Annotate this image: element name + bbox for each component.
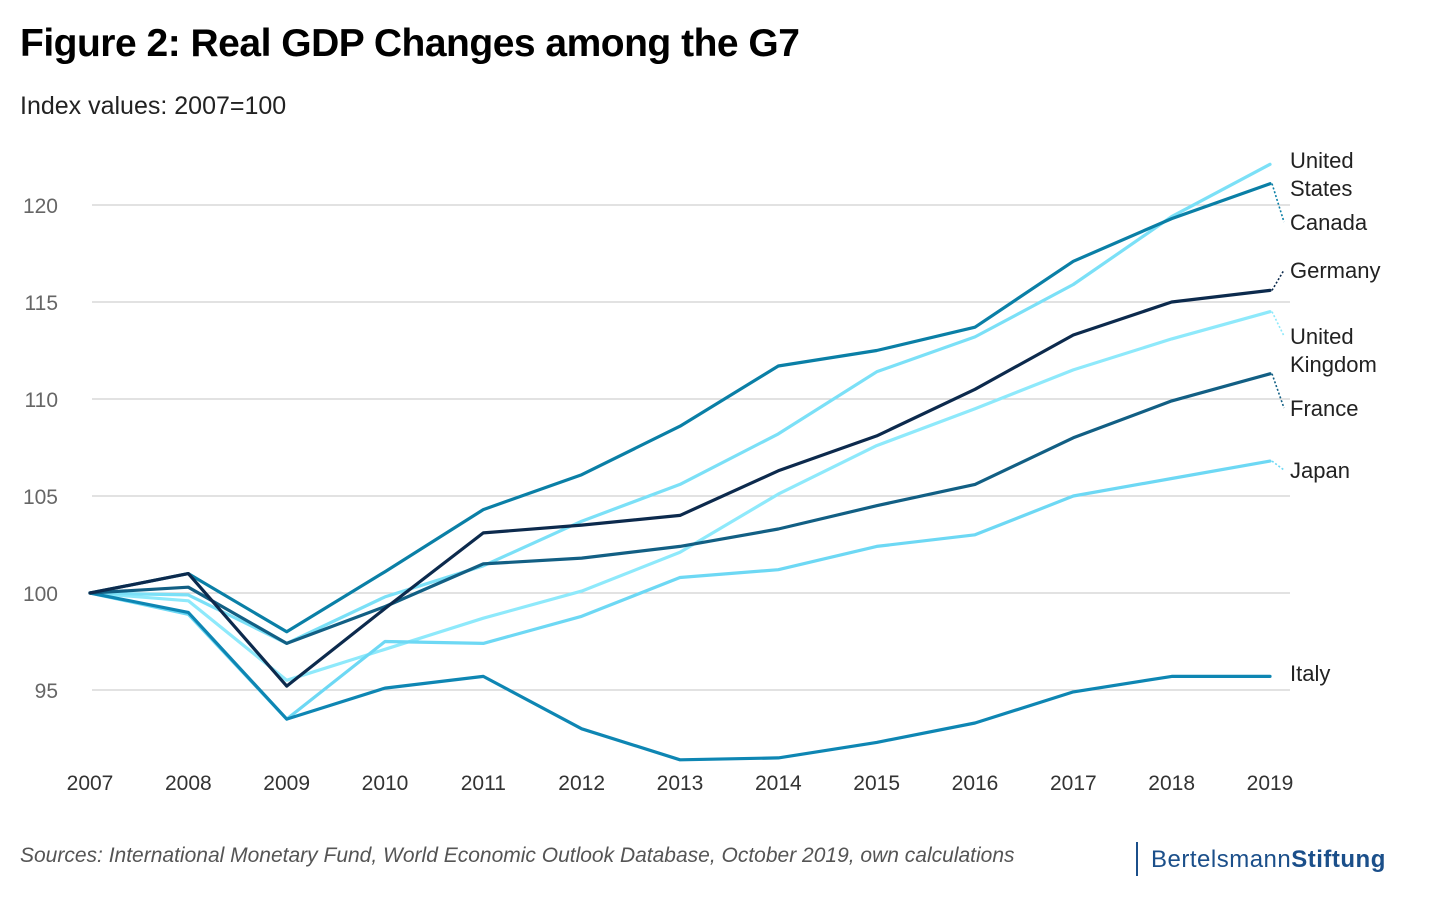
x-tick-label: 2010 xyxy=(362,772,409,795)
series-line-france xyxy=(88,372,1272,646)
y-tick-label: 115 xyxy=(25,292,58,315)
x-tick-label: 2009 xyxy=(263,772,310,795)
chart-title: Figure 2: Real GDP Changes among the G7 xyxy=(20,22,800,65)
series-line-canada xyxy=(88,182,1272,634)
series-label-text: Italy xyxy=(1290,661,1330,686)
series-label-text: States xyxy=(1290,176,1352,201)
x-tick-label: 2014 xyxy=(755,772,802,795)
series-label-text: Japan xyxy=(1290,458,1350,483)
series-lines xyxy=(88,162,1272,762)
y-tick-label: 110 xyxy=(25,389,58,412)
logo-part-2: Stiftung xyxy=(1291,846,1386,873)
series-label-canada: Canada xyxy=(1271,183,1368,235)
logo-part-1: Bertelsmann xyxy=(1151,846,1292,873)
y-axis-ticks: 95 100 105 110 115 120 xyxy=(23,195,58,703)
x-tick-label: 2008 xyxy=(165,772,212,795)
label-connector xyxy=(1271,373,1285,409)
logo-divider xyxy=(1136,842,1138,876)
x-tick-label: 2017 xyxy=(1050,772,1097,795)
series-label-text: Canada xyxy=(1290,210,1368,235)
x-tick-label: 2019 xyxy=(1247,772,1294,795)
series-label-text: Germany xyxy=(1290,258,1380,283)
series-line-italy xyxy=(88,591,1272,762)
y-tick-label: 105 xyxy=(23,486,58,509)
x-tick-label: 2016 xyxy=(952,772,999,795)
series-line-japan xyxy=(88,459,1272,721)
x-tick-label: 2007 xyxy=(67,772,114,795)
series-label-japan: Japan xyxy=(1271,458,1350,483)
x-tick-label: 2011 xyxy=(461,772,506,795)
chart-subtitle: Index values: 2007=100 xyxy=(20,92,287,120)
x-tick-label: 2013 xyxy=(657,772,704,795)
series-label-text: France xyxy=(1290,396,1358,421)
label-connector xyxy=(1271,460,1285,471)
series-label-text: United xyxy=(1290,148,1354,173)
series-line-germany xyxy=(88,288,1272,688)
series-labels: United States Canada Germany United Kingdom Fr… xyxy=(1271,148,1380,686)
series-label-united-kingdom: United Kingdom xyxy=(1271,311,1377,377)
source-note: Sources: International Monetary Fund, Wo… xyxy=(20,844,1015,867)
series-line-united-states xyxy=(88,162,1272,646)
series-label-text: Kingdom xyxy=(1290,352,1377,377)
x-tick-label: 2012 xyxy=(558,772,605,795)
series-label-united-states: United States xyxy=(1290,148,1354,201)
y-tick-label: 100 xyxy=(23,583,58,606)
series-label-text: United xyxy=(1290,324,1354,349)
label-connector xyxy=(1271,311,1285,337)
bertelsmann-stiftung-logo: BertelsmannStiftung xyxy=(1151,846,1386,874)
gridlines xyxy=(92,204,1290,691)
series-line-united-kingdom xyxy=(88,310,1272,682)
x-axis-ticks: 2007 2008 2009 2010 2011 2012 2013 2014 2015 2016… xyxy=(67,772,1294,795)
y-tick-label: 120 xyxy=(23,195,58,218)
series-label-germany: Germany xyxy=(1271,258,1380,291)
x-tick-label: 2018 xyxy=(1148,772,1195,795)
series-label-italy: Italy xyxy=(1290,661,1330,686)
label-connector xyxy=(1271,269,1285,291)
x-tick-label: 2015 xyxy=(853,772,900,795)
label-connector xyxy=(1271,183,1285,223)
y-tick-label: 95 xyxy=(35,680,58,703)
series-label-france: France xyxy=(1271,373,1358,421)
